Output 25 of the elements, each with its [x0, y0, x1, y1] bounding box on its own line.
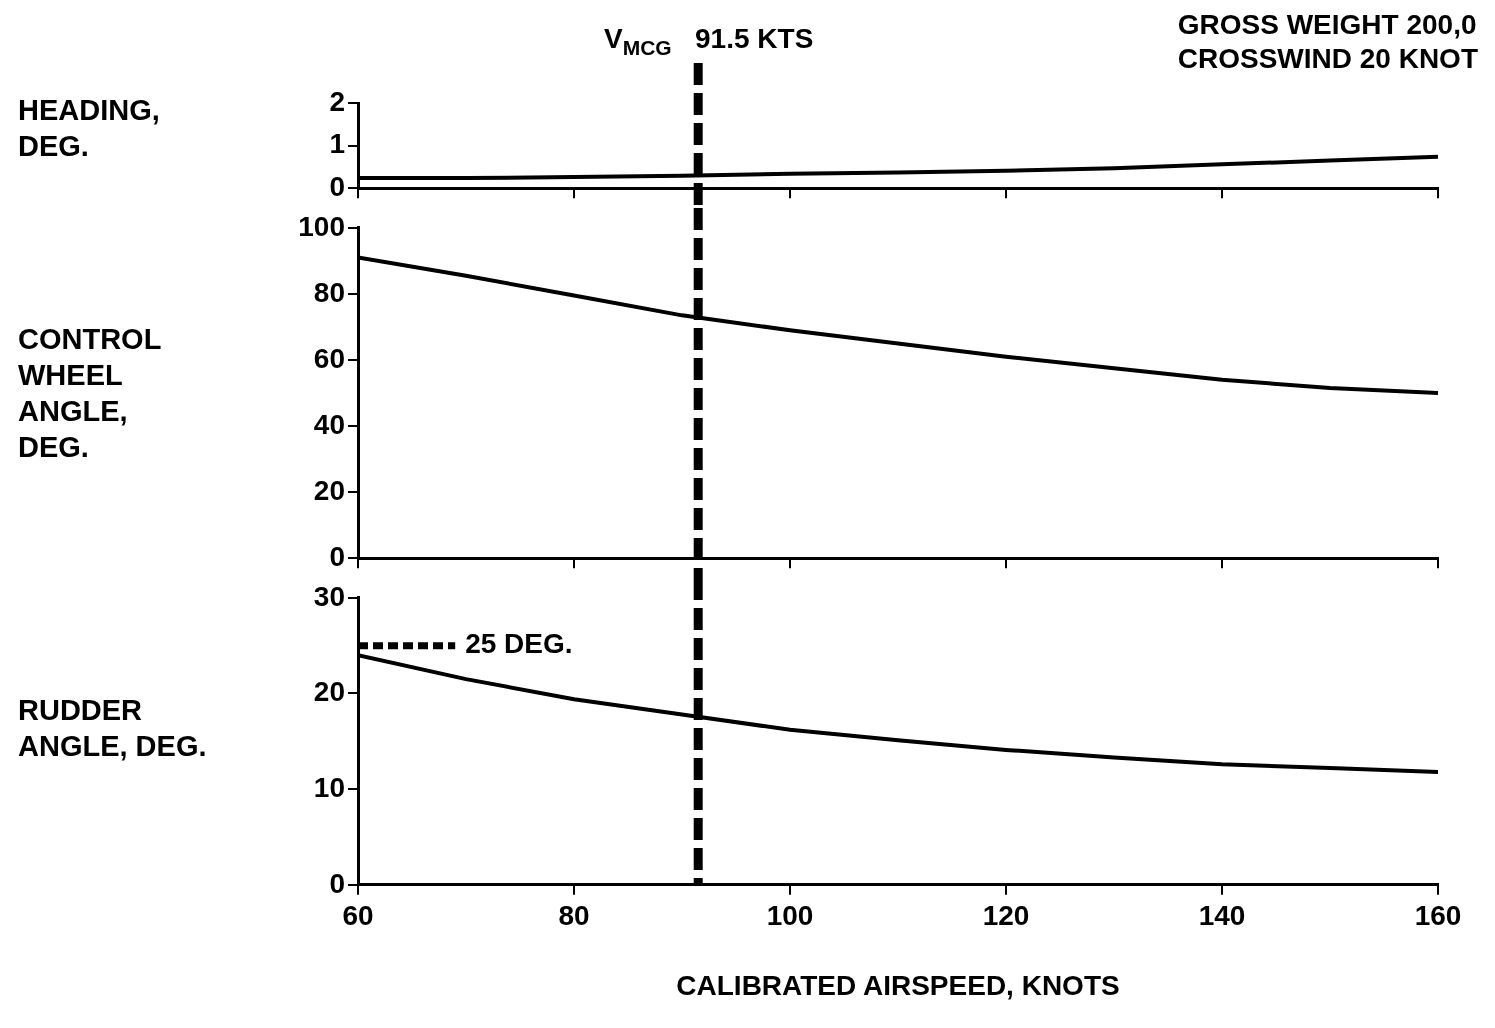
x-axis-title: CALIBRATED AIRSPEED, KNOTS [676, 969, 1120, 1001]
y-tick-label: 20 [313, 474, 345, 506]
x-tick-label: 80 [558, 900, 590, 932]
text: CROSSWIND 20 KNOT [1177, 42, 1478, 76]
y-tick-label: 80 [313, 276, 345, 308]
x-tick-label: 100 [766, 900, 814, 932]
y-axis-title: RUDDER ANGLE, DEG. [18, 693, 208, 764]
text: GROSS WEIGHT 200,0 [1177, 8, 1478, 42]
y-tick-label: 100 [298, 210, 345, 242]
x-tick-label: 140 [1198, 900, 1246, 932]
y-tick-label: 1 [329, 128, 345, 160]
y-tick-label: 0 [329, 540, 345, 572]
y-tick-label: 20 [313, 676, 345, 708]
x-tick-label: 160 [1414, 900, 1462, 932]
x-tick-label: 120 [982, 900, 1030, 932]
y-tick-label: 2 [329, 85, 345, 117]
y-tick-label: 0 [329, 170, 345, 202]
y-tick-label: 40 [313, 408, 345, 440]
y-tick-label: 60 [313, 342, 345, 374]
ref-line-label: 25 DEG. [465, 628, 573, 660]
y-axis-title: CONTROL WHEEL ANGLE, DEG. [18, 322, 162, 465]
y-tick-label: 30 [313, 580, 345, 612]
y-tick-label: 10 [313, 771, 345, 803]
y-axis-title: HEADING, DEG. [18, 93, 161, 164]
y-tick-label: 0 [329, 867, 345, 899]
